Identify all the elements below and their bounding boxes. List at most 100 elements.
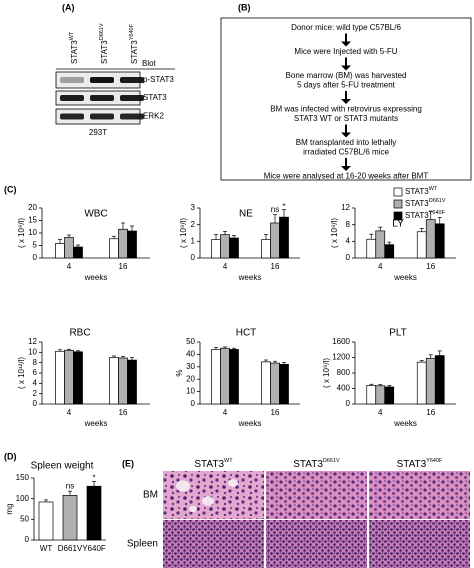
bar [211,239,221,259]
significance-label: * [282,202,285,211]
y-tick-label: 20 [186,374,195,383]
y-tick-label: 0 [191,399,196,408]
label-base: STAT3 [194,459,224,470]
y-tick-label: 8 [33,358,38,367]
y-axis-label: mg [5,503,14,514]
column-header: STAT3Y640F [397,458,443,469]
y-tick-label: 6 [33,368,38,377]
y-tick-label: 4 [33,378,38,387]
x-tick-label: 4 [378,408,383,417]
y-tick-label: 800 [337,368,351,377]
bar [270,362,280,405]
bar [366,385,377,405]
lane-label: STAT3D661V [99,23,109,64]
lane-label: STAT3WT [69,31,79,64]
y-tick-label: 0 [33,399,38,408]
y-tick-label: 4 [346,236,351,245]
bar [55,350,65,405]
bar [109,357,119,405]
x-axis-label: weeks [393,273,417,282]
y-tick-label: 30 [186,362,195,371]
significance-label: * [92,473,95,482]
y-axis-label: ( x 10⁹/l) [179,218,188,248]
bar [229,349,239,405]
bar [375,230,386,259]
chart-title: PLT [389,328,407,339]
x-tick-label: WT [40,544,53,553]
bar [86,485,102,541]
y-tick-label: 50 [186,337,195,346]
panel-label: (B) [238,2,251,12]
y-axis-label: % [175,369,184,376]
label-base: STAT3 [405,187,429,196]
blot-band [120,113,144,120]
y-tick-label: 2 [191,220,196,229]
bar [229,237,239,259]
flow-step: BM transplanted into lethally [296,138,397,147]
flow-arrowhead [341,99,351,104]
bar [425,219,436,259]
x-tick-label: 16 [271,408,280,417]
blot-band [60,113,84,120]
panel-label: (E) [122,458,134,468]
y-tick-label: 10 [28,228,37,237]
chart-title: HCT [236,328,257,339]
flow-step: STAT3 WT or STAT3 mutants [294,114,398,123]
bar [261,239,271,259]
histology-image [163,520,264,568]
x-tick-label: 16 [271,262,280,271]
fat-vacuole [189,505,197,513]
y-tick-label: 0 [346,253,351,262]
y-tick-label: 100 [16,494,30,503]
bar [73,351,83,405]
bar [384,386,395,405]
y-tick-label: 12 [28,337,37,346]
y-tick-label: 0 [25,535,30,544]
row-label: Spleen [127,539,158,550]
label-sup: WT [429,186,438,192]
label-base: STAT3 [130,40,139,64]
bar [434,355,445,405]
column-header: STAT3WT [194,458,233,469]
legend-swatch [393,187,403,197]
flow-step: Donor mice: wild type C57BL/6 [291,23,401,32]
legend-label: STAT3WT [405,186,438,196]
flow-step: 5 days after 5-FU treatment [297,81,396,90]
y-axis-label: ( x 10⁹/l) [330,218,339,248]
bar [366,238,377,259]
legend-label: STAT3Y640F [405,210,446,220]
flow-arrowhead [341,166,351,171]
bar [416,231,427,259]
panel-label: (A) [62,2,75,12]
y-tick-label: 1200 [332,353,350,362]
label-sup: WT [224,458,233,464]
x-tick-label: 4 [223,262,228,271]
x-tick-label: 16 [119,262,128,271]
bar [416,361,427,405]
label-base: STAT3 [70,40,79,64]
panel-label: (D) [4,451,17,461]
flow-step: Mice were analysed at 16-20 weeks after … [264,172,429,181]
x-tick-label: 16 [426,262,435,271]
label-sup: Y640F [129,23,135,40]
y-tick-label: 8 [346,220,351,229]
blot-band [90,95,114,101]
x-tick-label: 4 [67,408,72,417]
flow-step: Mice were Injected with 5-FU [294,47,397,56]
column-header: STAT3D661V [293,458,340,469]
significance-label: ns [66,481,74,490]
chart-title: NE [239,209,253,220]
y-tick-label: 40 [186,350,195,359]
histology-image [266,520,367,568]
x-tick-label: 4 [378,262,383,271]
blot-band [60,77,84,83]
blot-row-label: p-STAT3 [143,75,174,84]
label-base: STAT3 [405,211,429,220]
bar [211,349,221,405]
x-axis-label: weeks [393,419,417,428]
blot-band [120,77,144,83]
y-tick-label: 5 [33,241,38,250]
y-tick-label: 0 [191,253,196,262]
chart-title: WBC [84,209,107,220]
